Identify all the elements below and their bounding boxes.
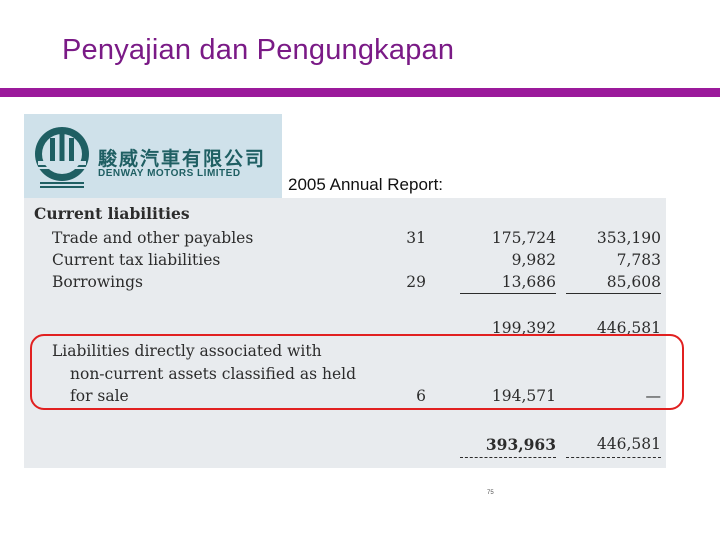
subtotal-prior: 446,581 xyxy=(596,319,661,337)
balance-sheet-excerpt: Current liabilities Trade and other paya… xyxy=(24,198,666,468)
row-note: 31 xyxy=(406,229,426,247)
row-value-prior: 85,608 xyxy=(606,273,661,291)
held-for-sale-current: 194,571 xyxy=(491,387,556,405)
subtotal-underline xyxy=(460,293,556,294)
total-dashed-rule xyxy=(566,457,661,458)
logo-chinese-name: 駿威汽車有限公司 xyxy=(98,148,267,170)
held-for-sale-note: 6 xyxy=(416,387,426,405)
row-value-current: 13,686 xyxy=(501,273,556,291)
title-divider xyxy=(0,88,720,97)
row-label: Trade and other payables xyxy=(52,229,254,247)
total-dashed-rule xyxy=(460,457,556,458)
subtotal-current: 199,392 xyxy=(491,319,556,337)
row-value-prior: 353,190 xyxy=(596,229,661,247)
subtotal-underline xyxy=(566,293,661,294)
held-for-sale-prior: — xyxy=(645,387,662,405)
slide-title: Penyajian dan Pengungkapan xyxy=(62,34,455,66)
held-for-sale-label-line3: for sale xyxy=(70,387,129,405)
section-heading: Current liabilities xyxy=(34,204,190,223)
total-current: 393,963 xyxy=(485,435,556,454)
row-label: Borrowings xyxy=(52,273,143,291)
company-logo: 駿威汽車有限公司 DENWAY MOTORS LIMITED xyxy=(24,114,282,198)
held-for-sale-label-line1: Liabilities directly associated with xyxy=(52,342,322,360)
row-value-prior: 7,783 xyxy=(616,251,661,269)
row-value-current: 175,724 xyxy=(491,229,556,247)
page-number: 75 xyxy=(487,490,494,496)
total-prior: 446,581 xyxy=(596,435,661,453)
denway-emblem-icon xyxy=(35,127,89,188)
held-for-sale-highlight xyxy=(30,334,684,410)
logo-english-name: DENWAY MOTORS LIMITED xyxy=(98,168,241,179)
row-note: 29 xyxy=(406,273,426,291)
report-label: 2005 Annual Report: xyxy=(288,175,444,194)
row-value-current: 9,982 xyxy=(511,251,556,269)
held-for-sale-label-line2: non-current assets classified as held xyxy=(70,365,357,383)
row-label: Current tax liabilities xyxy=(52,251,221,269)
